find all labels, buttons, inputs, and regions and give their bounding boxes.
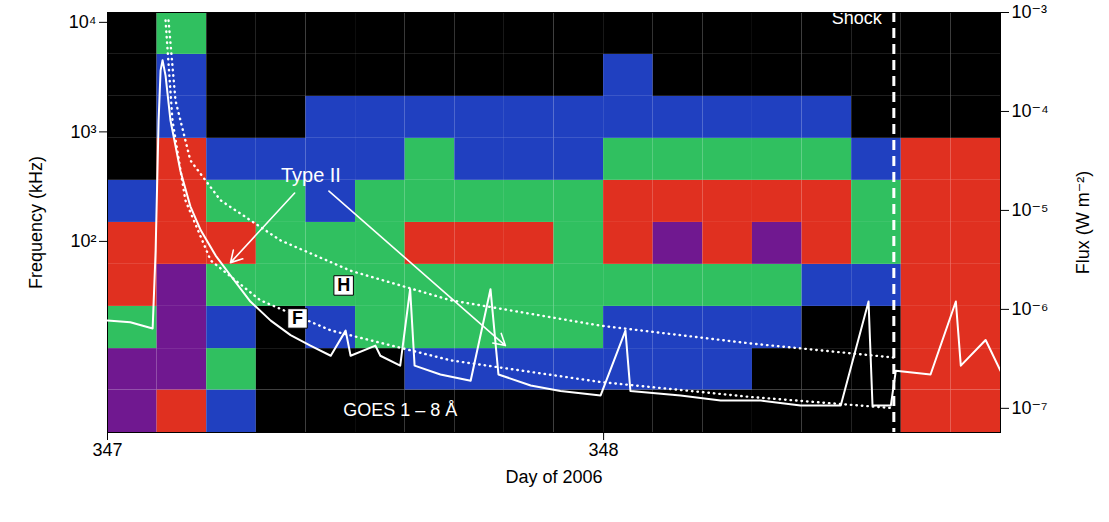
svg-text:GOES 1 – 8 Å: GOES 1 – 8 Å [343,400,457,420]
svg-text:10⁻⁷: 10⁻⁷ [1012,398,1048,418]
svg-text:10³: 10³ [70,122,96,142]
svg-text:Frequency (kHz): Frequency (kHz) [26,156,46,289]
svg-text:Type II: Type II [281,164,341,186]
svg-text:347: 347 [92,440,122,460]
svg-text:Flux (W m⁻²): Flux (W m⁻²) [1073,171,1093,274]
svg-text:10²: 10² [70,231,96,251]
svg-text:10⁻⁵: 10⁻⁵ [1012,200,1049,220]
svg-text:Day of 2006: Day of 2006 [505,467,602,487]
svg-text:Shock: Shock [832,8,883,28]
svg-text:10⁻⁶: 10⁻⁶ [1012,299,1049,319]
svg-text:H: H [337,275,350,295]
svg-text:10⁻⁴: 10⁻⁴ [1012,101,1049,121]
svg-text:F: F [292,308,303,328]
svg-text:10⁻³: 10⁻³ [1012,2,1048,22]
svg-text:10⁴: 10⁴ [69,12,97,32]
svg-text:348: 348 [589,440,619,460]
